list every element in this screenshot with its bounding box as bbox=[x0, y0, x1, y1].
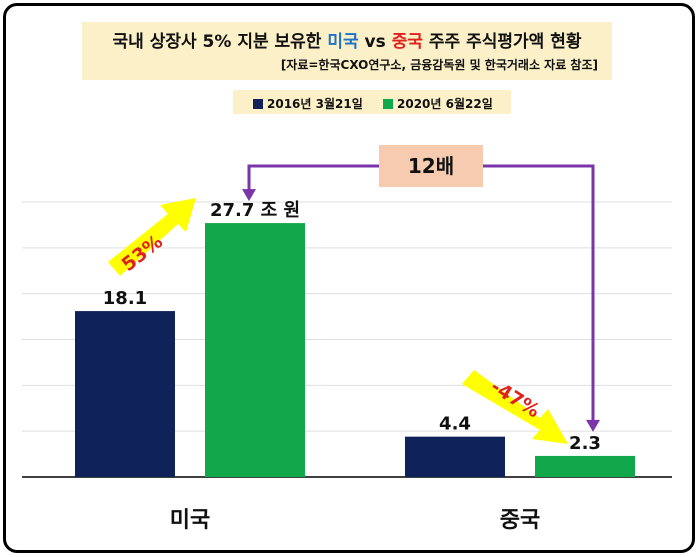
legend-item-2016: 2016년 3월21일 bbox=[253, 95, 363, 112]
title-box: 국내 상장사 5% 지분 보유한 미국 vs 중국 주주 주식평가액 현황 [자… bbox=[82, 22, 612, 80]
bar-0-1 bbox=[205, 223, 305, 477]
bar-0-0 bbox=[75, 311, 175, 477]
connector-arrowhead-right bbox=[586, 419, 600, 432]
connector-arrowhead-left bbox=[242, 189, 256, 202]
legend-swatch-2016 bbox=[253, 99, 263, 109]
source-note: [자료=한국CXO연구소, 금융감독원 및 한국거래소 자료 참조] bbox=[280, 58, 598, 72]
data-label-0-1: 27.7 조 원 bbox=[210, 200, 300, 221]
title-part2: 주주 주식평가액 현황 bbox=[422, 32, 582, 52]
data-label-1-0: 4.4 bbox=[439, 414, 471, 435]
x-tick-label-0: 미국 bbox=[170, 508, 210, 533]
legend-label-2016: 2016년 3월21일 bbox=[267, 97, 363, 111]
us-change-arrow bbox=[108, 198, 196, 276]
legend-swatch-2020 bbox=[383, 99, 393, 109]
legend-label-2020: 2020년 6월22일 bbox=[397, 97, 493, 111]
data-label-0-0: 18.1 bbox=[103, 288, 147, 309]
chart-title: 국내 상장사 5% 지분 보유한 미국 vs 중국 주주 주식평가액 현황 bbox=[82, 27, 612, 52]
legend-item-2020: 2020년 6월22일 bbox=[383, 95, 493, 112]
bar-1-1 bbox=[535, 455, 635, 477]
title-us: 미국 bbox=[327, 32, 359, 52]
title-vs: vs bbox=[358, 32, 392, 52]
legend: 2016년 3월21일 2020년 6월22일 bbox=[233, 90, 511, 114]
data-label-1-1: 2.3 bbox=[569, 433, 601, 454]
x-tick-label-1: 중국 bbox=[500, 508, 540, 533]
bar-1-0 bbox=[405, 436, 505, 477]
ratio-callout: 12배 bbox=[379, 145, 483, 187]
title-cn: 중국 bbox=[391, 32, 423, 52]
title-part1: 국내 상장사 5% 지분 보유한 bbox=[112, 32, 328, 52]
cn-change-arrow bbox=[462, 370, 568, 444]
